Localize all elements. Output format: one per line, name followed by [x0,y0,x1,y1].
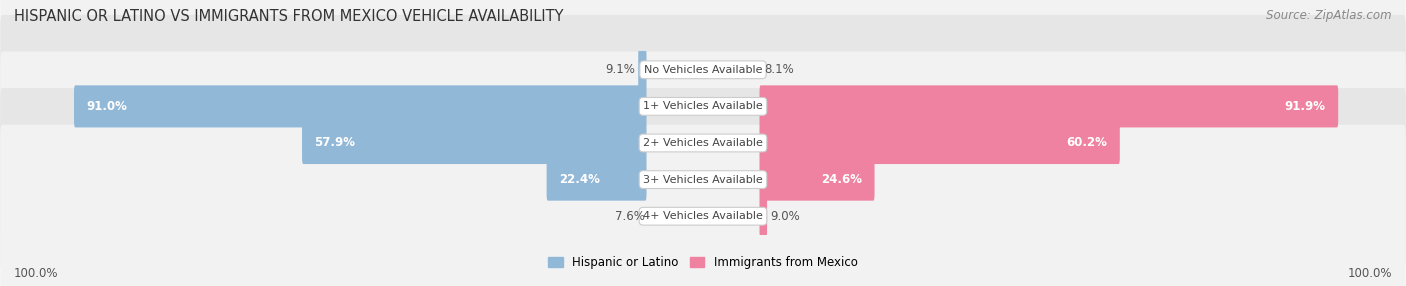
Text: 8.1%: 8.1% [765,63,794,76]
Text: 1+ Vehicles Available: 1+ Vehicles Available [643,102,763,111]
Text: 91.9%: 91.9% [1285,100,1326,113]
FancyBboxPatch shape [759,85,1339,128]
FancyBboxPatch shape [0,88,1406,271]
Text: 22.4%: 22.4% [560,173,600,186]
FancyBboxPatch shape [75,85,647,128]
Text: 9.1%: 9.1% [605,63,634,76]
Text: 100.0%: 100.0% [1347,267,1392,280]
Text: 57.9%: 57.9% [315,136,356,150]
FancyBboxPatch shape [759,195,768,237]
Text: 100.0%: 100.0% [14,267,59,280]
Text: Source: ZipAtlas.com: Source: ZipAtlas.com [1267,9,1392,21]
Text: HISPANIC OR LATINO VS IMMIGRANTS FROM MEXICO VEHICLE AVAILABILITY: HISPANIC OR LATINO VS IMMIGRANTS FROM ME… [14,9,564,23]
Text: 7.6%: 7.6% [616,210,645,223]
Text: No Vehicles Available: No Vehicles Available [644,65,762,75]
Text: 2+ Vehicles Available: 2+ Vehicles Available [643,138,763,148]
Text: 60.2%: 60.2% [1067,136,1108,150]
FancyBboxPatch shape [0,125,1406,286]
FancyBboxPatch shape [638,49,647,91]
FancyBboxPatch shape [0,51,1406,235]
FancyBboxPatch shape [302,122,647,164]
Text: 24.6%: 24.6% [821,173,862,186]
Text: 9.0%: 9.0% [770,210,800,223]
Legend: Hispanic or Latino, Immigrants from Mexico: Hispanic or Latino, Immigrants from Mexi… [548,256,858,269]
Text: 3+ Vehicles Available: 3+ Vehicles Available [643,175,763,184]
FancyBboxPatch shape [759,122,1119,164]
FancyBboxPatch shape [0,0,1406,161]
Text: 4+ Vehicles Available: 4+ Vehicles Available [643,211,763,221]
FancyBboxPatch shape [547,158,647,201]
Text: 91.0%: 91.0% [86,100,128,113]
FancyBboxPatch shape [0,15,1406,198]
FancyBboxPatch shape [759,158,875,201]
